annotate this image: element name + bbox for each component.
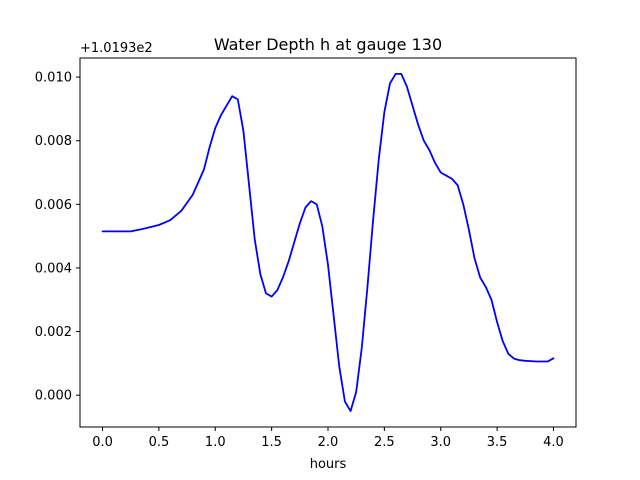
x-axis: 0.0 0.5 1.0 1.5 2.0 2.5 3.0 3.5 4.0 <box>92 427 564 450</box>
x-tick-label: 3.0 <box>430 435 451 450</box>
x-axis-label: hours <box>310 457 347 472</box>
y-tick-label: 0.006 <box>35 198 72 213</box>
y-tick-label: 0.004 <box>35 261 72 276</box>
x-tick-label: 1.0 <box>205 435 226 450</box>
x-tick-label: 2.0 <box>318 435 339 450</box>
y-tick-label: 0.000 <box>35 389 72 404</box>
x-tick-label: 3.5 <box>487 435 508 450</box>
y-tick-label: 0.002 <box>35 325 72 340</box>
y-offset-label: +1.0193e2 <box>80 41 153 56</box>
x-tick-label: 2.5 <box>374 435 395 450</box>
x-tick-label: 1.5 <box>261 435 282 450</box>
chart-title: Water Depth h at gauge 130 <box>214 35 442 54</box>
x-tick-label: 0.0 <box>92 435 113 450</box>
x-tick-label: 0.5 <box>149 435 170 450</box>
y-axis: 0.000 0.002 0.004 0.006 0.008 0.010 <box>35 71 80 404</box>
y-tick-label: 0.008 <box>35 134 72 149</box>
series-line <box>101 73 555 412</box>
y-tick-label: 0.010 <box>35 71 72 86</box>
x-tick-label: 4.0 <box>543 435 564 450</box>
